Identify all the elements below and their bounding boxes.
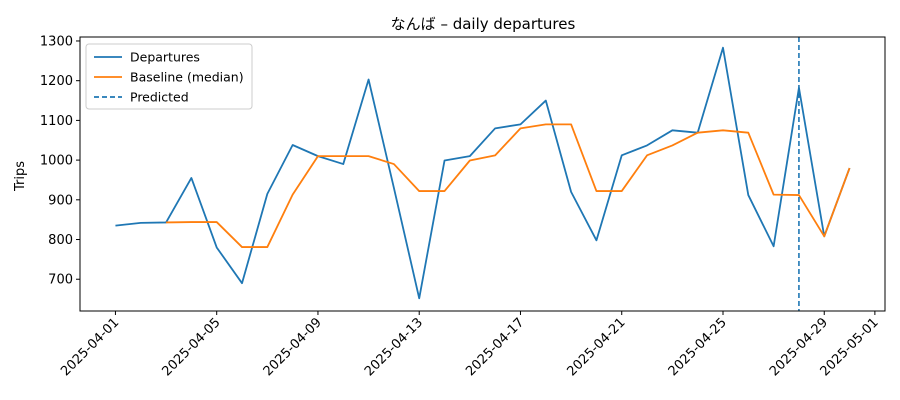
- legend: Departures Baseline (median) Predicted: [85, 43, 253, 110]
- x-tick-label-1: 2025-04-05: [159, 315, 223, 379]
- y-tick-label-3: 1000: [40, 154, 73, 169]
- y-tick-label-2: 900: [48, 193, 73, 208]
- x-tick-label-2: 2025-04-09: [261, 315, 325, 379]
- x-tick-label-4: 2025-04-17: [463, 315, 527, 379]
- y-axis-label: Trips: [13, 161, 28, 192]
- y-tick-label-5: 1200: [40, 74, 73, 89]
- plot-frame: [79, 36, 886, 312]
- y-tick-label-1: 800: [48, 233, 73, 248]
- x-tick-label-5: 2025-04-21: [565, 315, 629, 379]
- y-tick-label-0: 700: [48, 273, 73, 288]
- legend-label-2: Predicted: [130, 90, 189, 105]
- x-tick-label-0: 2025-04-01: [58, 315, 122, 379]
- legend-label-1: Baseline (median): [130, 70, 244, 85]
- legend-box: [85, 43, 253, 110]
- x-tick-label-6: 2025-04-25: [666, 315, 730, 379]
- chart-title: なんば – daily departures: [391, 15, 576, 33]
- y-tick-label-6: 1300: [40, 34, 73, 49]
- series-line-1: [166, 123, 851, 248]
- series-line-0: [115, 46, 851, 300]
- x-tick-label-3: 2025-04-13: [362, 315, 426, 379]
- y-tick-label-4: 1100: [40, 114, 73, 129]
- legend-label-0: Departures: [130, 50, 200, 65]
